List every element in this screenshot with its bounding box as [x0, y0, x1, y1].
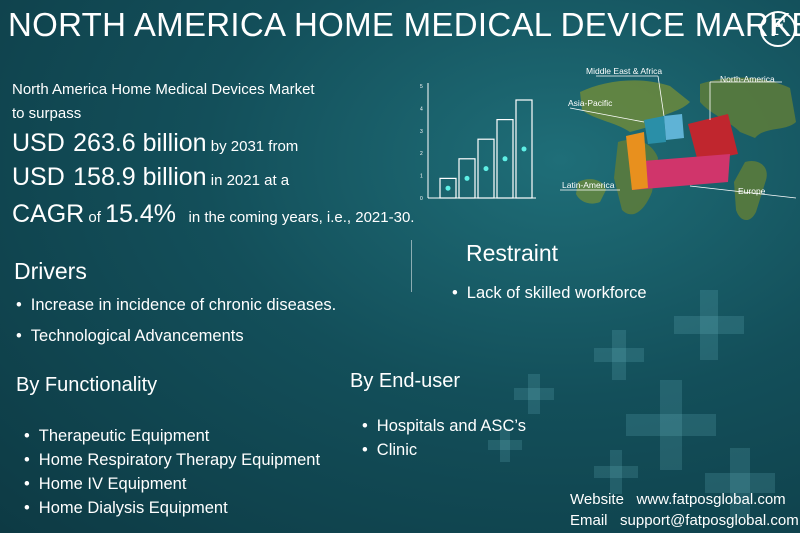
chart-bar-glow	[483, 166, 489, 172]
email-line: Email support@fatposglobal.com	[570, 512, 799, 529]
restraint-item: Lack of skilled workforce	[452, 284, 647, 303]
chart-tick-label: 0	[420, 196, 423, 202]
ring-north-america	[688, 114, 738, 162]
ring-europe	[630, 154, 730, 190]
in-text: in 2021 at a	[210, 172, 290, 189]
website-line: Website www.fatposglobal.com	[570, 491, 786, 508]
chart-tick-label: 5	[420, 84, 423, 90]
chart-bar-glow	[502, 156, 508, 162]
chart-bar	[496, 118, 514, 199]
label-latin-america: Latin-America	[562, 180, 615, 190]
driver-item: Increase in incidence of chronic disease…	[16, 296, 336, 315]
value-2021: 158.9 billion	[73, 163, 207, 191]
map-south-america	[734, 160, 767, 221]
chart-bar	[439, 177, 457, 199]
ring-latin-america	[626, 132, 648, 190]
end-user-item: Clinic	[362, 438, 526, 462]
functionality-item: Home Dialysis Equipment	[24, 496, 320, 520]
functionality-item: Home IV Equipment	[24, 472, 320, 496]
brand-logo: F	[760, 11, 796, 47]
label-europe: Europe	[738, 186, 766, 196]
chart-tick-label: 3	[420, 129, 423, 135]
intro-block: North America Home Medical Devices Marke…	[12, 78, 414, 236]
label-mea: Middle East & Africa	[586, 66, 662, 76]
cagr-label: CAGR	[12, 200, 85, 228]
chart-tick-label: 2	[420, 151, 423, 157]
drivers-list: Increase in incidence of chronic disease…	[16, 296, 336, 346]
section-divider	[411, 240, 412, 292]
functionality-list: Therapeutic Equipment Home Respiratory T…	[24, 424, 320, 520]
chart-tick-label: 4	[420, 106, 423, 112]
driver-item: Technological Advancements	[16, 327, 336, 346]
email-label: Email	[570, 512, 608, 529]
usd-label-2: USD	[12, 163, 65, 191]
chart-bar	[477, 138, 495, 199]
functionality-item: Therapeutic Equipment	[24, 424, 320, 448]
chart-bar-glow	[521, 146, 527, 152]
functionality-heading: By Functionality	[16, 374, 158, 396]
world-map-ring-graphic: Middle East & Africa North-America Asia-…	[560, 66, 797, 221]
map-eurasia	[580, 80, 690, 132]
ring-mea	[664, 114, 684, 140]
label-north-america: North-America	[720, 74, 775, 84]
map-north-america	[700, 77, 796, 138]
page-title: NORTH AMERICA HOME MEDICAL DEVICE MARKET	[8, 6, 800, 43]
cagr-value: 15.4%	[105, 200, 176, 228]
value-2031: 263.6 billion	[73, 129, 207, 157]
intro-line-1: North America Home Medical Devices Marke…	[12, 81, 315, 98]
email-link[interactable]: support@fatposglobal.com	[620, 512, 799, 529]
chart-bar	[458, 158, 476, 199]
period-text: in the coming years, i.e., 2021-30.	[188, 209, 415, 226]
end-user-heading: By End-user	[350, 370, 461, 392]
intro-line-2: to surpass	[12, 105, 82, 122]
website-label: Website	[570, 491, 624, 508]
by-text: by 2031 from	[210, 138, 299, 155]
label-asia-pacific: Asia-Pacific	[568, 98, 613, 108]
chart-bar	[515, 99, 533, 199]
chart-bar-glow	[464, 175, 470, 181]
drivers-heading: Drivers	[14, 258, 87, 284]
end-user-item: Hospitals and ASC’s	[362, 414, 526, 438]
chart-tick-label: 1	[420, 174, 423, 180]
mini-bar-chart: 5 4 3 2 1 0	[420, 83, 536, 202]
usd-label: USD	[12, 129, 65, 157]
ring-asia-pacific	[644, 116, 666, 144]
map-australia	[576, 179, 606, 204]
website-link[interactable]: www.fatposglobal.com	[636, 491, 786, 508]
end-user-list: Hospitals and ASC’s Clinic	[362, 414, 526, 462]
chart-bar-glow	[445, 185, 451, 191]
restraint-list: Lack of skilled workforce	[452, 284, 647, 303]
functionality-item: Home Respiratory Therapy Equipment	[24, 448, 320, 472]
of-text: of	[88, 209, 101, 226]
restraint-heading: Restraint	[466, 240, 559, 266]
